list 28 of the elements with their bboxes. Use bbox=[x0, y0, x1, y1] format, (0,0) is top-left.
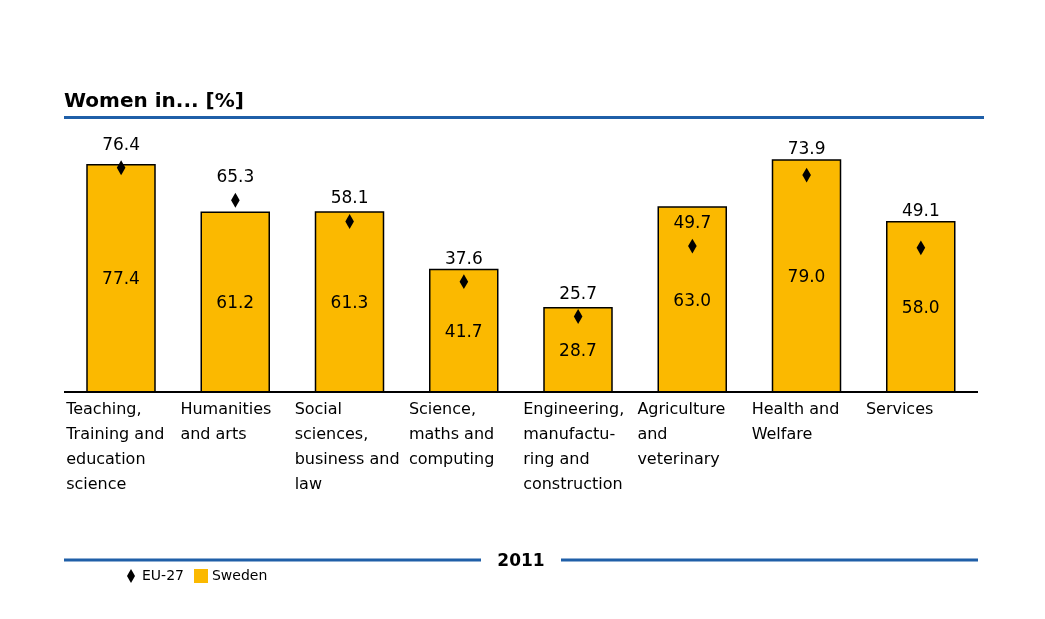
data-label: 63.0 bbox=[673, 289, 712, 310]
x-tick-label: Social sciences, business and law bbox=[294, 399, 400, 493]
x-axis-title: 2011 bbox=[497, 550, 545, 570]
data-label: 65.3 bbox=[216, 166, 255, 187]
x-tick-label: Engineering, manufactu-ring and construction bbox=[523, 399, 625, 493]
data-label: 61.3 bbox=[330, 292, 369, 313]
x-tick-label: Teaching, Training and education science bbox=[65, 399, 165, 493]
data-label: 37.6 bbox=[444, 247, 483, 268]
chart-title: Women in... [%] bbox=[64, 88, 984, 119]
data-label: 73.9 bbox=[787, 138, 826, 159]
data-label: 28.7 bbox=[559, 339, 597, 360]
x-tick-label: Science, maths and computing bbox=[408, 399, 495, 468]
data-label: 41.7 bbox=[444, 320, 483, 341]
legend-label: EU-27 bbox=[142, 567, 184, 583]
data-label: 49.1 bbox=[901, 199, 940, 220]
data-label: 49.7 bbox=[673, 212, 712, 233]
x-tick-label: Agriculture and veterinary bbox=[637, 399, 726, 468]
data-label: 25.7 bbox=[559, 282, 598, 303]
data-label: 76.4 bbox=[102, 133, 141, 154]
x-tick-label: Services bbox=[865, 399, 934, 418]
data-label: 77.4 bbox=[102, 268, 140, 289]
legend-label: Sweden bbox=[211, 567, 268, 583]
data-label: 79.0 bbox=[787, 266, 826, 287]
x-tick-label: Health and Welfare bbox=[751, 399, 840, 443]
data-label: 58.1 bbox=[330, 187, 369, 208]
x-tick-label: Humanities and arts bbox=[180, 399, 272, 443]
data-label: 61.2 bbox=[216, 292, 255, 313]
data-label: 58.0 bbox=[901, 296, 940, 317]
